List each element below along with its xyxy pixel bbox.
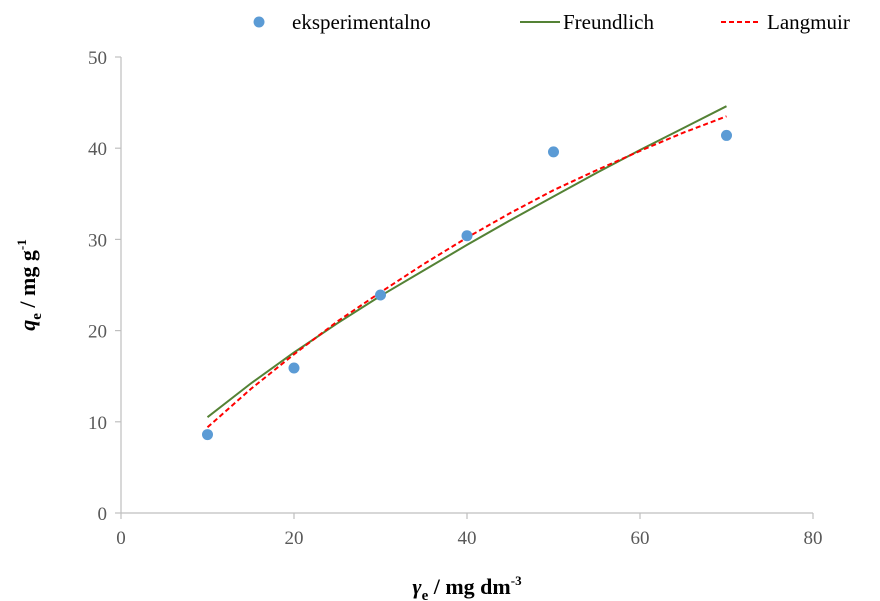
y-tick-label: 10 (88, 413, 107, 434)
x-axis-subscript: e (422, 588, 429, 601)
x-axis-unit: / mg dm (428, 574, 511, 599)
legend: eksperimentalno Freundlich Langmuir (253, 10, 850, 34)
series-line-freundlich (206, 105, 727, 418)
y-tick-label: 40 (88, 139, 107, 160)
y-tick-label: 0 (98, 504, 108, 525)
y-tick-label: 20 (88, 322, 107, 343)
y-axis-subscript: e (29, 313, 45, 320)
x-axis-symbol: γ (412, 574, 422, 599)
x-axis-superscript: -3 (511, 573, 522, 588)
y-tick-label: 50 (88, 48, 107, 69)
legend-label-freundlich: Freundlich (563, 10, 654, 34)
legend-label-langmuir: Langmuir (767, 10, 850, 34)
y-axis-unit: / mg g (15, 250, 40, 313)
x-tick-label: 60 (631, 528, 650, 549)
data-point (548, 146, 559, 158)
data-point (721, 129, 732, 141)
y-axis-title: qe / mg g-1 (14, 239, 45, 330)
legend-marker-eksperimentalno (253, 16, 265, 28)
data-point (202, 429, 213, 441)
y-axis-superscript: -1 (14, 239, 29, 250)
x-axis-title: γe / mg dm-3 (412, 573, 522, 601)
x-tick-label: 0 (116, 528, 126, 549)
data-point (461, 230, 473, 242)
x-tick-label: 20 (285, 528, 304, 549)
data-point (288, 362, 300, 374)
legend-label-eksperimentalno: eksperimentalno (292, 10, 431, 34)
y-axis-symbol: q (15, 320, 40, 331)
x-axis-ticks: 0 20 40 60 80 (116, 513, 823, 549)
data-point (375, 289, 386, 301)
series-line-langmuir (206, 115, 727, 429)
series-layer (202, 105, 732, 441)
axes (120, 57, 813, 514)
x-tick-label: 80 (804, 528, 823, 549)
y-tick-label: 30 (88, 230, 107, 251)
y-axis-ticks: 0 10 20 30 40 50 (88, 48, 121, 525)
x-tick-label: 40 (458, 528, 477, 549)
